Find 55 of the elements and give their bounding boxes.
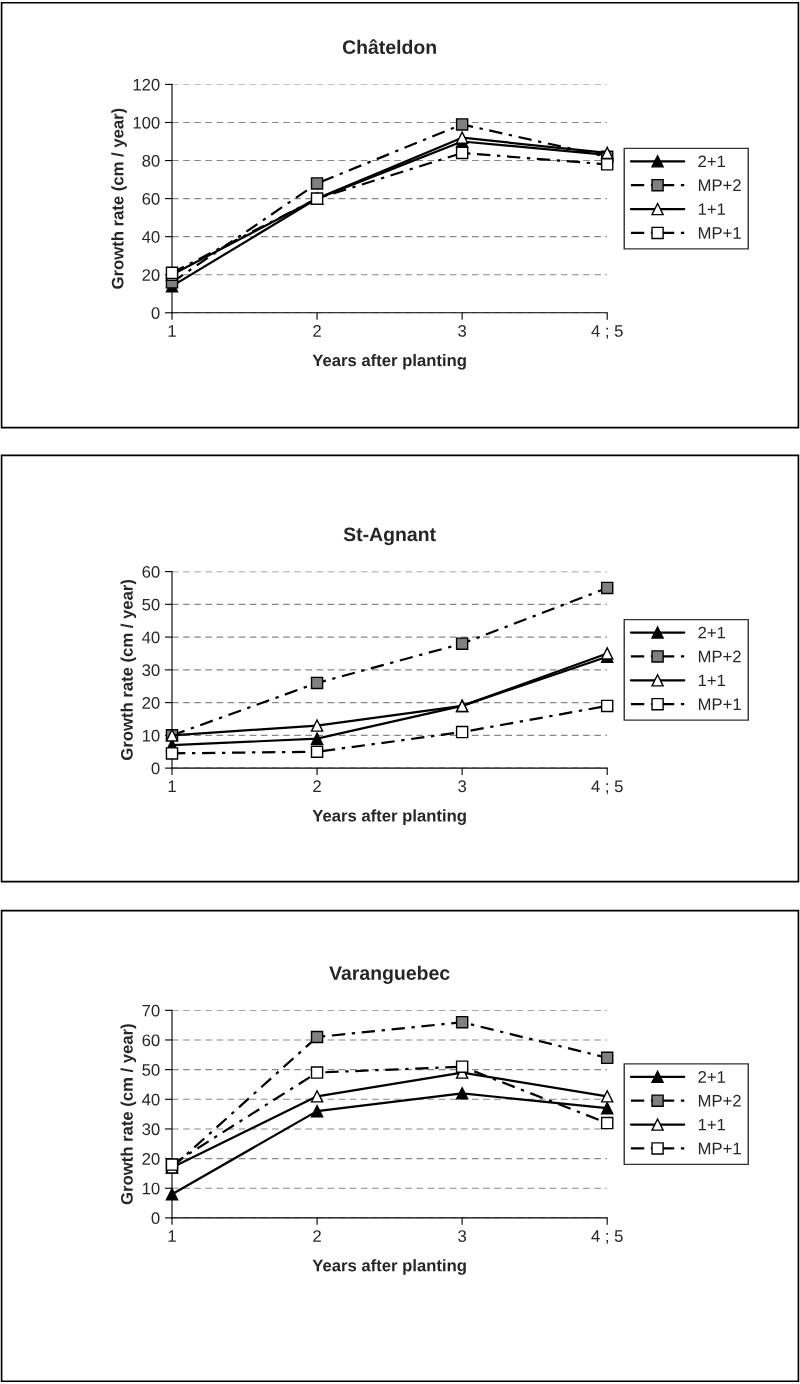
x-axis-title: Years after planting — [312, 809, 466, 825]
y-axis-title: Growth rate (cm / year) — [120, 1024, 137, 1205]
x-tick-label: 3 — [458, 1230, 467, 1242]
x-tick-label: 2 — [313, 1230, 321, 1242]
chart-title: St-Agnant — [343, 527, 436, 546]
y-tick-label: 40 — [142, 631, 160, 644]
y-tick-label: 10 — [142, 1182, 160, 1195]
legend-label: 1+1 — [698, 674, 726, 687]
legend-label: 2+1 — [698, 1070, 726, 1083]
y-tick-label: 40 — [142, 231, 160, 243]
y-tick-label: 0 — [151, 762, 160, 775]
x-axis-title: Years after planting — [312, 1259, 466, 1275]
x-tick-label: 4 ; 5 — [591, 1230, 623, 1244]
x-axis-title: Years after planting — [312, 354, 466, 370]
chart-title: Varanguebec — [329, 965, 450, 984]
legend-label: 1+1 — [698, 203, 726, 215]
legend-label: 1+1 — [698, 1118, 726, 1131]
legend-label: 2+1 — [698, 155, 726, 168]
x-tick-label: 3 — [458, 325, 467, 337]
y-tick-label: 60 — [142, 193, 160, 205]
y-tick-label: 60 — [142, 1034, 160, 1047]
legend-label: MP+2 — [698, 179, 741, 191]
y-tick-label: 30 — [142, 664, 160, 677]
legend-label: 2+1 — [698, 626, 726, 639]
x-tick-label: 1 — [168, 325, 176, 337]
legend-label: MP+1 — [698, 227, 741, 239]
x-tick-label: 2 — [313, 780, 321, 792]
chart-title: Châteldon — [342, 39, 436, 55]
x-tick-label: 2 — [313, 325, 321, 337]
y-axis-title: Growth rate (cm / year) — [120, 579, 137, 760]
x-tick-label: 1 — [168, 780, 176, 792]
y-tick-label: 50 — [142, 598, 160, 611]
x-tick-label: 1 — [168, 1230, 176, 1242]
y-tick-label: 80 — [142, 154, 160, 167]
legend-label: MP+2 — [698, 1094, 741, 1107]
x-tick-label: 4 ; 5 — [591, 780, 623, 795]
x-tick-label: 4 ; 5 — [591, 325, 623, 339]
y-tick-label: 100 — [133, 116, 160, 129]
y-axis-title: Growth rate (cm / year) — [111, 108, 127, 289]
x-tick-label: 3 — [458, 780, 467, 793]
y-tick-label: 60 — [142, 565, 160, 578]
y-tick-label: 30 — [142, 1123, 160, 1136]
y-tick-label: 40 — [142, 1093, 160, 1106]
y-tick-label: 70 — [142, 1004, 160, 1017]
legend-label: MP+2 — [698, 650, 741, 663]
y-tick-label: 20 — [142, 697, 160, 709]
legend-label: MP+1 — [698, 1142, 741, 1155]
y-tick-label: 10 — [142, 729, 160, 742]
legend-label: MP+1 — [698, 698, 741, 710]
y-tick-label: 20 — [142, 1153, 160, 1165]
y-tick-label: 50 — [142, 1064, 160, 1076]
y-tick-label: 0 — [151, 307, 160, 319]
y-tick-label: 120 — [133, 78, 160, 91]
y-tick-label: 20 — [142, 269, 160, 281]
y-tick-label: 0 — [151, 1212, 160, 1225]
